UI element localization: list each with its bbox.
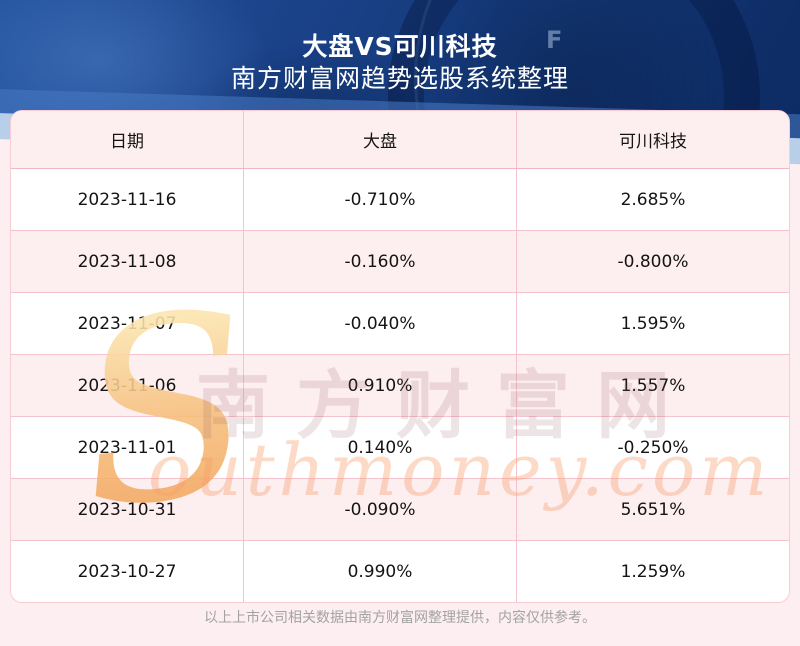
- stock-change-cell: 1.557%: [620, 375, 686, 396]
- market-change-cell: 0.990%: [244, 541, 517, 602]
- gauge-letter: F: [546, 26, 563, 54]
- stock-change-cell: 1.595%: [620, 313, 686, 334]
- market-change-cell: 0.140%: [244, 417, 517, 478]
- date-cell: 2023-11-06: [11, 355, 244, 416]
- date-cell: 2023-11-01: [11, 417, 244, 478]
- date-cell: 2023-10-31: [11, 479, 244, 540]
- table-row: 2023-11-16 -0.710% 2.685%: [11, 169, 789, 231]
- disclaimer-text: 以上上市公司相关数据由南方财富网整理提供，内容仅供参考。: [204, 610, 596, 626]
- stock-change-cell: 2.685%: [620, 189, 686, 210]
- table-body: 2023-11-16 -0.710% 2.685% 2023-11-08 -0.…: [11, 169, 789, 602]
- column-header-market: 大盘: [244, 111, 517, 168]
- market-change-cell: -0.090%: [244, 479, 517, 540]
- table-row: 2023-11-06 0.910% 1.557%: [11, 355, 789, 417]
- market-change-cell: 0.910%: [244, 355, 517, 416]
- date-cell: 2023-11-07: [11, 293, 244, 354]
- date-cell: 2023-11-16: [11, 169, 244, 230]
- column-header-stock: 可川科技: [619, 132, 687, 152]
- market-change-cell: -0.710%: [244, 169, 517, 230]
- date-cell: 2023-10-27: [11, 541, 244, 602]
- column-header-date: 日期: [11, 111, 244, 168]
- table-row: 2023-10-27 0.990% 1.259%: [11, 541, 789, 602]
- date-cell: 2023-11-08: [11, 231, 244, 292]
- page-title: 大盘VS可川科技: [302, 32, 498, 61]
- table-row: 2023-11-07 -0.040% 1.595%: [11, 293, 789, 355]
- table-row: 2023-11-08 -0.160% -0.800%: [11, 231, 789, 293]
- comparison-table: 日期 大盘 可川科技 2023-11-16 -0.710% 2.685% 202…: [10, 110, 790, 603]
- table-header-row: 日期 大盘 可川科技: [11, 111, 789, 169]
- table-row: 2023-10-31 -0.090% 5.651%: [11, 479, 789, 541]
- stock-change-cell: 5.651%: [620, 499, 686, 520]
- table-row: 2023-11-01 0.140% -0.250%: [11, 417, 789, 479]
- stock-change-cell: -0.250%: [617, 437, 689, 458]
- market-change-cell: -0.160%: [244, 231, 517, 292]
- page-subtitle: 南方财富网趋势选股系统整理: [230, 64, 569, 93]
- stock-change-cell: 1.259%: [620, 561, 686, 582]
- market-change-cell: -0.040%: [244, 293, 517, 354]
- stock-change-cell: -0.800%: [617, 251, 689, 272]
